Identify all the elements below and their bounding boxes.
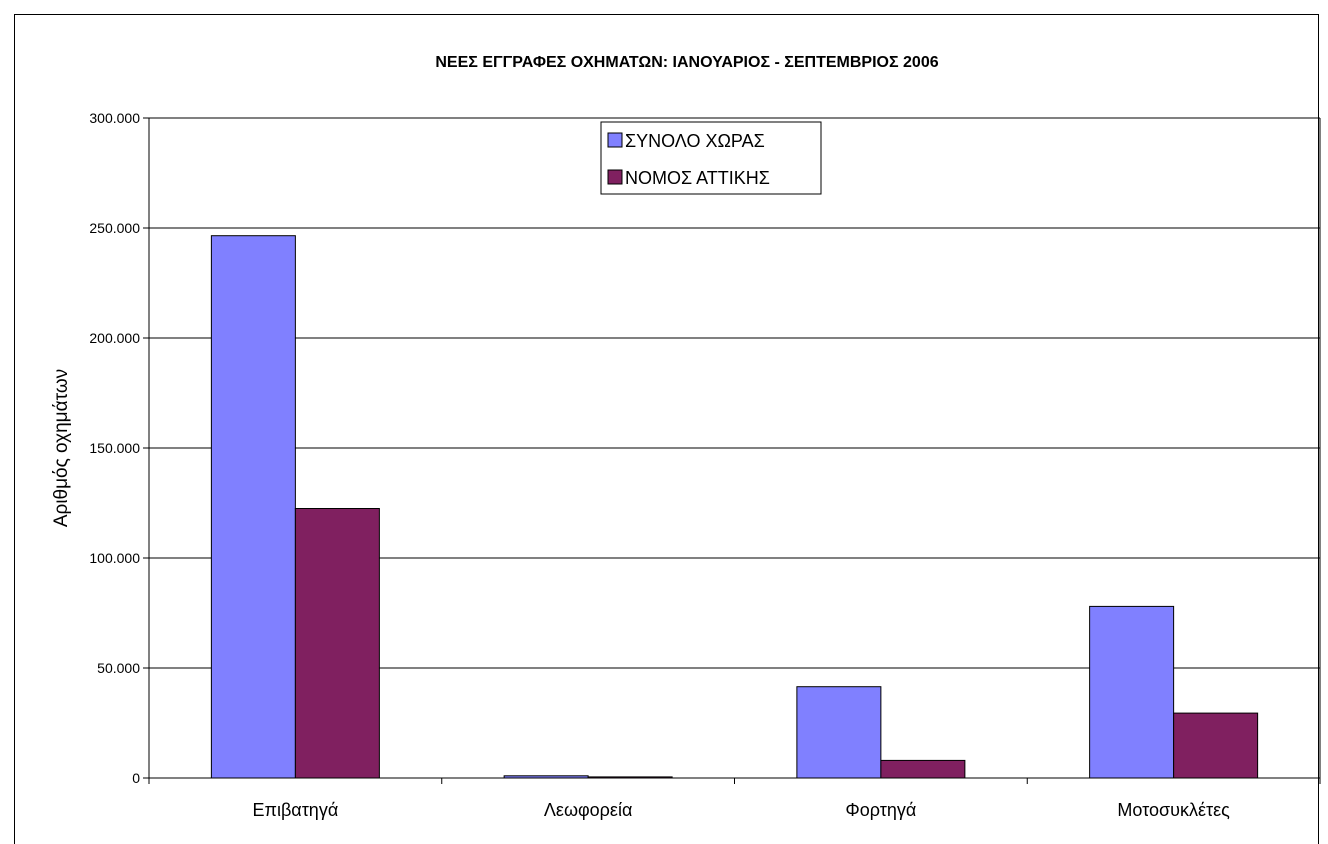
x-tick-label: Επιβατηγά: [253, 800, 339, 820]
y-tick-label: 50.000: [97, 660, 140, 676]
y-axis-ticks: 0 50.000 100.000 150.000 200.000 250.000 300.0…: [89, 110, 149, 786]
chart-title: ΝΕΕΣ ΕΓΓΡΑΦΕΣ ΟΧΗΜΑΤΩΝ: ΙΑΝΟΥΑΡΙΟΣ - ΣΕΠ…: [435, 54, 938, 71]
y-tick-label: 150.000: [89, 440, 140, 456]
x-tick-label: Φορτηγά: [845, 800, 916, 820]
y-axis-label: Αριθμός οχημάτων: [51, 369, 72, 527]
bars: [210, 235, 1259, 779]
bar: [796, 686, 882, 779]
y-tick-label: 0: [132, 770, 140, 786]
bar: [880, 759, 966, 779]
bar: [294, 508, 380, 779]
legend-label-series-2: ΝΟΜΟΣ ΑΤΤΙΚΗΣ: [625, 168, 770, 188]
legend-swatch-series-2: [607, 169, 623, 185]
x-tick-label: Μοτοσυκλέτες: [1117, 800, 1230, 820]
legend-label-series-1: ΣΥΝΟΛΟ ΧΩΡΑΣ: [625, 131, 765, 151]
x-tick-label: Λεωφορεία: [544, 800, 632, 820]
y-tick-label: 100.000: [89, 550, 140, 566]
legend-box: [600, 121, 822, 195]
bar: [1173, 712, 1259, 779]
bar: [210, 235, 296, 779]
y-tick-label: 200.000: [89, 330, 140, 346]
y-tick-label: 300.000: [89, 110, 140, 126]
legend: ΣΥΝΟΛΟ ΧΩΡΑΣ ΝΟΜΟΣ ΑΤΤΙΚΗΣ: [600, 121, 822, 195]
bar: [1089, 605, 1175, 779]
x-axis-ticks: Επιβατηγά Λεωφορεία Φορτηγά Μοτοσυκλέτες: [148, 778, 1321, 820]
legend-swatch-series-1: [607, 132, 623, 148]
y-tick-label: 250.000: [89, 220, 140, 236]
